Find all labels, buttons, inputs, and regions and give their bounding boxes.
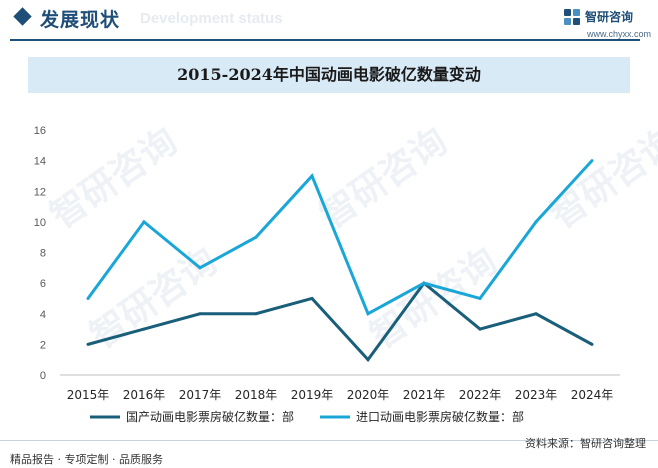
y-tick-label: 10 [34,217,46,229]
page-title: 发展现状 [40,9,121,31]
x-tick-label: 2019年 [291,388,334,402]
data-point [254,235,258,239]
x-tick-label: 2015年 [67,388,110,402]
chart-title-band: 2015-2024年中国动画电影破亿数量变动 [28,57,630,93]
data-point [86,342,90,346]
diamond-icon [13,7,32,26]
data-point [198,266,202,270]
data-point [142,327,146,331]
brand-name: 智研咨询 [585,10,634,24]
x-tick-label: 2022年 [459,388,502,402]
y-tick-label: 6 [40,278,46,290]
page-header: 发展现状 Development status [0,0,658,46]
data-point [310,296,314,300]
x-tick-label: 2020年 [347,388,390,402]
x-tick-label: 2018年 [235,388,278,402]
x-tick-label: 2024年 [571,388,614,402]
chart-title: 2015-2024年中国动画电影破亿数量变动 [177,65,481,84]
x-tick-label: 2017年 [179,388,222,402]
footer-slogan: 精品报告 · 专项定制 · 品质服务 [10,453,163,466]
zhiyan-logo-icon [564,9,580,25]
line-chart: 0 2 4 6 8 10 12 14 16 2015年 2016年 2017年 2018年 2019年 20… [34,125,620,424]
data-point [478,327,482,331]
data-point [478,296,482,300]
data-point [86,296,90,300]
y-tick-label: 4 [40,309,46,321]
y-tick-label: 8 [40,248,46,260]
data-point [590,342,594,346]
data-point [142,220,146,224]
x-tick-label: 2023年 [515,388,558,402]
header-divider [10,39,640,41]
series-line-1 [87,280,593,363]
data-point [310,174,314,178]
data-point [366,312,370,316]
y-tick-label: 14 [34,156,46,168]
y-tick-label: 16 [34,125,46,137]
data-point [534,220,538,224]
data-point [590,159,594,163]
x-tick-label: 2016年 [123,388,166,402]
data-point [254,312,258,316]
footer-source: 资料来源：智研咨询整理 [525,437,646,450]
footer-divider [0,440,658,441]
x-tick-label: 2021年 [403,388,446,402]
brand-url: www.chyxx.com [587,29,652,39]
brand: 智研咨询 www.chyxx.com [563,4,653,40]
data-point [534,312,538,316]
legend-label: 国产动画电影票房破亿数量：部 [126,409,294,424]
data-point [198,312,202,316]
legend-label: 进口动画电影票房破亿数量：部 [356,409,524,424]
data-point [422,281,426,285]
page-footer: 精品报告 · 专项定制 · 品质服务 资料来源：智研咨询整理 [0,430,658,468]
y-tick-label: 12 [34,186,46,198]
data-point [366,358,370,362]
y-tick-label: 2 [40,339,46,351]
y-tick-label: 0 [40,370,46,382]
series-line-2 [86,159,594,316]
page-subtitle-en: Development status [140,10,283,27]
